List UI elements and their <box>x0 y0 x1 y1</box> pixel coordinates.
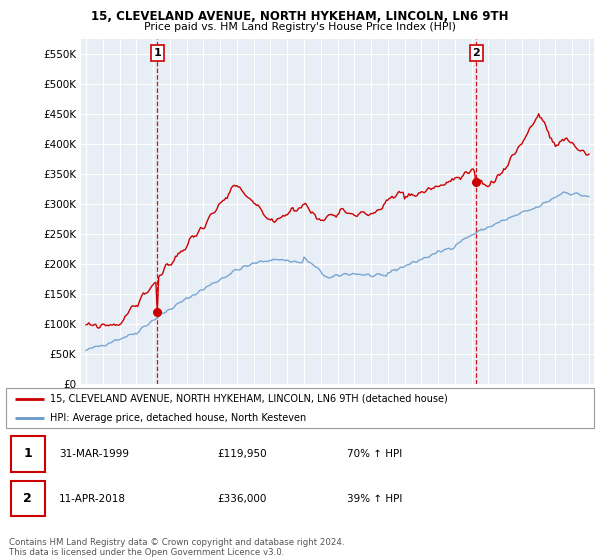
FancyBboxPatch shape <box>11 436 45 472</box>
Text: £119,950: £119,950 <box>218 449 268 459</box>
Text: 31-MAR-1999: 31-MAR-1999 <box>59 449 129 459</box>
Text: HPI: Average price, detached house, North Kesteven: HPI: Average price, detached house, Nort… <box>50 413 307 423</box>
Text: 15, CLEVELAND AVENUE, NORTH HYKEHAM, LINCOLN, LN6 9TH: 15, CLEVELAND AVENUE, NORTH HYKEHAM, LIN… <box>91 10 509 23</box>
Text: Price paid vs. HM Land Registry's House Price Index (HPI): Price paid vs. HM Land Registry's House … <box>144 22 456 32</box>
Text: Contains HM Land Registry data © Crown copyright and database right 2024.
This d: Contains HM Land Registry data © Crown c… <box>9 538 344 557</box>
Text: 2: 2 <box>23 492 32 505</box>
Text: 1: 1 <box>23 447 32 460</box>
Text: 11-APR-2018: 11-APR-2018 <box>59 494 126 503</box>
Text: 70% ↑ HPI: 70% ↑ HPI <box>347 449 402 459</box>
Text: 2: 2 <box>472 48 480 58</box>
FancyBboxPatch shape <box>11 481 45 516</box>
FancyBboxPatch shape <box>6 388 594 428</box>
Text: £336,000: £336,000 <box>218 494 267 503</box>
Text: 15, CLEVELAND AVENUE, NORTH HYKEHAM, LINCOLN, LN6 9TH (detached house): 15, CLEVELAND AVENUE, NORTH HYKEHAM, LIN… <box>50 394 448 404</box>
Text: 1: 1 <box>154 48 161 58</box>
Text: 39% ↑ HPI: 39% ↑ HPI <box>347 494 403 503</box>
